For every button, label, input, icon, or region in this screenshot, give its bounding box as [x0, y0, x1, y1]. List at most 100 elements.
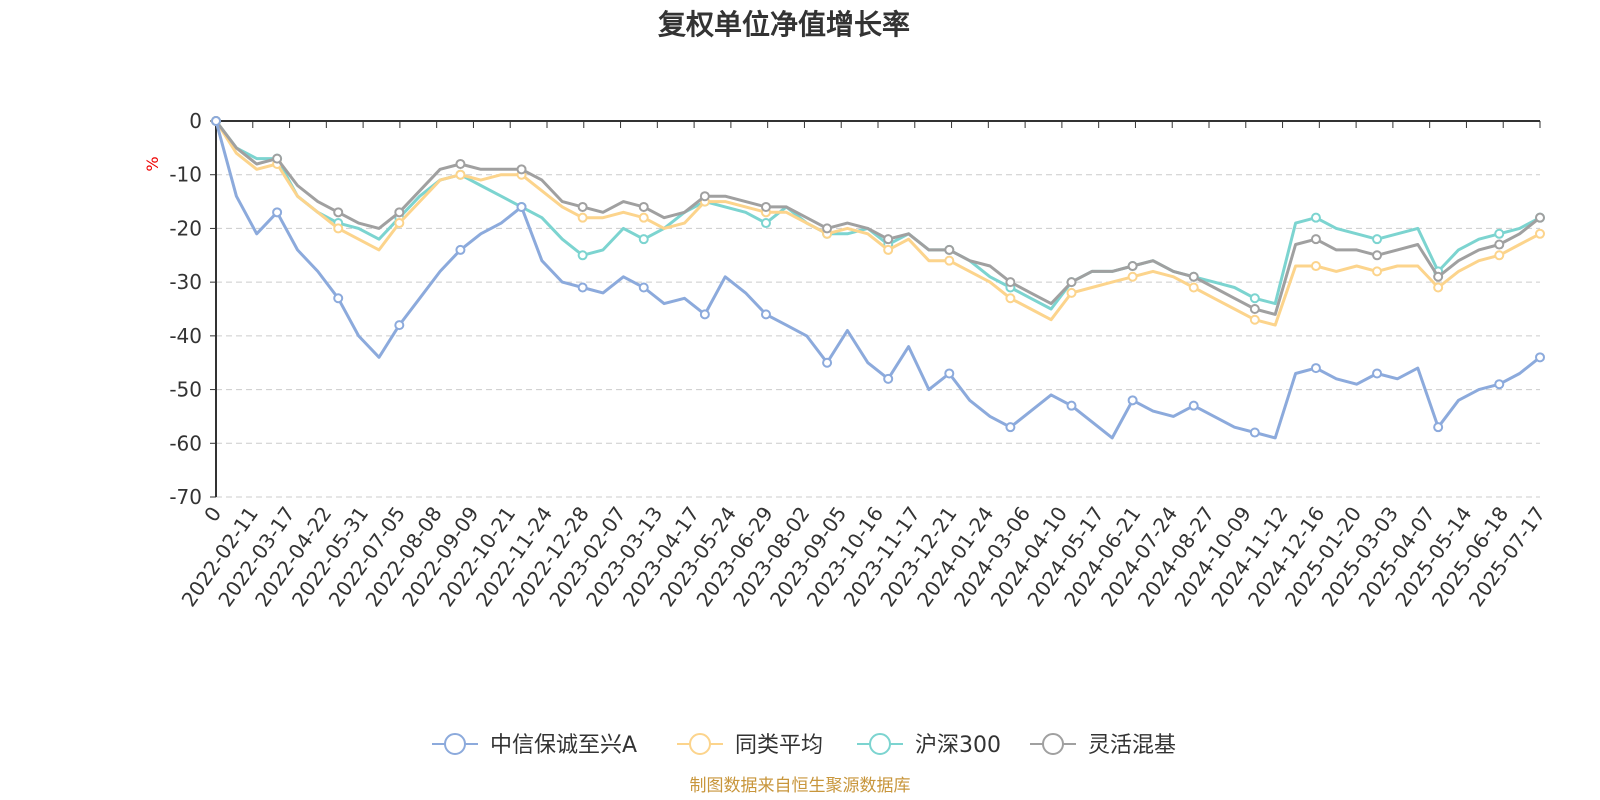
series-line — [214, 120, 1541, 440]
data-point — [577, 212, 588, 223]
series-line — [214, 120, 1541, 311]
legend-label: 沪深300 — [915, 733, 1001, 758]
series-3 — [211, 116, 1545, 316]
data-point — [1188, 271, 1199, 282]
data-point — [638, 212, 649, 223]
data-point — [1005, 293, 1016, 304]
legend-item-0[interactable]: 中信保诚至兴A — [432, 733, 637, 758]
legend-item-3[interactable]: 灵活混基 — [1030, 733, 1176, 758]
series-lines — [211, 116, 1545, 440]
data-point — [1372, 234, 1383, 245]
legend-label: 中信保诚至兴A — [490, 733, 637, 758]
y-tick-label: -70 — [169, 485, 202, 509]
data-point — [1249, 314, 1260, 325]
legend-swatch-marker — [1042, 733, 1064, 755]
data-point — [1310, 212, 1321, 223]
y-tick-label: -20 — [169, 216, 202, 240]
data-point — [1005, 277, 1016, 288]
x-tick-label: 0 — [199, 502, 226, 526]
chart-title: 复权单位净值增长率 — [658, 8, 910, 41]
legend-swatch-marker — [869, 733, 891, 755]
data-point — [394, 207, 405, 218]
data-point — [1372, 250, 1383, 261]
data-point — [760, 218, 771, 229]
series-1 — [211, 116, 1545, 327]
data-point — [1372, 266, 1383, 277]
legend-label: 灵活混基 — [1088, 733, 1176, 758]
data-point — [272, 153, 283, 164]
data-point — [394, 218, 405, 229]
data-point — [211, 116, 221, 126]
data-point — [1066, 277, 1077, 288]
data-point — [455, 158, 466, 169]
legend-swatch-marker — [689, 733, 711, 755]
data-point — [699, 191, 710, 202]
data-point — [822, 223, 833, 234]
data-point — [455, 169, 466, 180]
data-point — [1188, 400, 1199, 411]
data-point — [1494, 228, 1505, 239]
data-point — [883, 234, 894, 245]
legend-item-2[interactable]: 沪深300 — [857, 733, 1001, 758]
data-point — [1535, 212, 1545, 223]
data-point — [944, 255, 955, 266]
x-axis: 02022-02-112022-03-172022-04-222022-05-3… — [177, 120, 1550, 611]
data-point — [577, 282, 588, 293]
data-point — [333, 293, 344, 304]
y-tick-label: -50 — [169, 378, 202, 402]
data-point — [455, 244, 466, 255]
data-point — [272, 207, 283, 218]
data-point — [516, 201, 527, 212]
data-point — [944, 368, 955, 379]
y-tick-label: 0 — [189, 109, 202, 133]
data-point — [1310, 363, 1321, 374]
data-point — [1310, 234, 1321, 245]
data-point — [1494, 379, 1505, 390]
y-tick-label: -10 — [169, 163, 202, 187]
data-point — [1372, 368, 1383, 379]
y-tick-label: -30 — [169, 270, 202, 294]
data-point — [1249, 293, 1260, 304]
data-point — [1188, 282, 1199, 293]
data-point — [638, 201, 649, 212]
data-point — [1249, 304, 1260, 314]
source-note: 制图数据来自恒生聚源数据库 — [690, 776, 911, 796]
data-point — [883, 373, 894, 384]
data-point — [883, 244, 894, 255]
legend-label: 同类平均 — [735, 733, 823, 758]
data-point — [1127, 395, 1138, 406]
y-axis-unit: % — [143, 156, 162, 171]
data-point — [1494, 239, 1505, 250]
data-point — [577, 250, 588, 261]
series-line — [214, 120, 1541, 327]
legend-swatch-marker — [444, 733, 466, 755]
data-point — [1433, 422, 1444, 433]
data-point — [1066, 287, 1077, 298]
y-tick-label: -40 — [169, 324, 202, 348]
data-point — [1249, 427, 1260, 438]
y-tick-label: -60 — [169, 431, 202, 455]
data-point — [1535, 228, 1545, 239]
data-point — [1005, 422, 1016, 433]
series-0 — [211, 116, 1545, 440]
legend-item-1[interactable]: 同类平均 — [677, 733, 823, 758]
series-2 — [211, 116, 1545, 311]
data-point — [699, 309, 710, 320]
data-point — [577, 201, 588, 212]
data-point — [333, 223, 344, 234]
y-axis: 0 -10 -20 -30 -40 -50 -60 -70 — [169, 109, 217, 509]
grid-lines — [216, 174, 1540, 498]
data-point — [394, 320, 405, 331]
data-point — [1535, 352, 1545, 363]
data-point — [1494, 250, 1505, 261]
data-point — [944, 244, 955, 255]
data-point — [333, 207, 344, 218]
data-point — [516, 164, 527, 175]
data-point — [1127, 261, 1138, 272]
data-point — [1433, 271, 1444, 282]
data-point — [1433, 282, 1444, 293]
data-point — [822, 357, 833, 368]
data-point — [638, 234, 649, 245]
data-point — [1310, 261, 1321, 272]
